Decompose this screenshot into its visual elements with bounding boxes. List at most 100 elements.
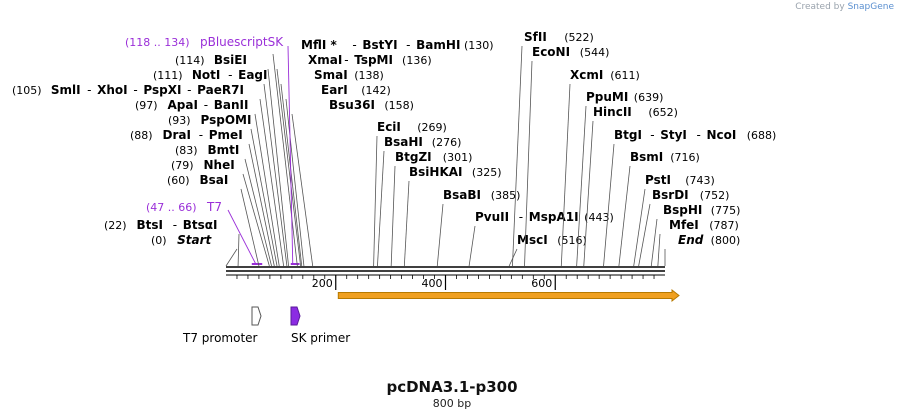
site-separator: - xyxy=(199,128,203,142)
feature-label-t7-promoter[interactable]: T7 promoter xyxy=(182,331,258,345)
enzyme-label-noti[interactable]: NotI xyxy=(192,68,221,82)
cut-site-line-btgi xyxy=(603,143,615,267)
enzyme-label-apai[interactable]: ApaI xyxy=(168,98,198,112)
cut-site-line-start xyxy=(225,248,238,267)
site-position-start: (0) xyxy=(151,234,167,247)
cut-site-line-btgzi xyxy=(390,165,396,267)
enzyme-label-msci[interactable]: MscI xyxy=(517,233,548,247)
orf-arrow[interactable] xyxy=(337,288,680,303)
enzyme-label-pmei[interactable]: PmeI xyxy=(209,128,243,142)
site-position-bsmi: (716) xyxy=(670,151,700,164)
enzyme-label-btgzi[interactable]: BtgZI xyxy=(395,150,432,164)
site-position-bsphi: (775) xyxy=(711,204,741,217)
cut-site-line-xcmi xyxy=(560,83,571,267)
cut-site-line-bsphi xyxy=(650,218,658,267)
site-separator: - xyxy=(696,128,700,142)
enzyme-label-btgi[interactable]: BtgI xyxy=(614,128,642,142)
cut-site-line-drai xyxy=(248,143,275,267)
site-position-ppumi: (639) xyxy=(634,91,664,104)
enzyme-label-paer7i[interactable]: PaeR7I xyxy=(197,83,244,97)
site-position-bsrdi: (752) xyxy=(700,189,730,202)
site-separator: - xyxy=(187,83,191,97)
site-position-apai: (97) xyxy=(135,99,158,112)
cut-site-line-hincii xyxy=(583,120,594,267)
primer-label-t7[interactable]: T7 xyxy=(206,200,222,214)
enzyme-label-mspa1i[interactable]: MspA1I xyxy=(529,210,579,224)
enzyme-label-ncoi[interactable]: NcoI xyxy=(706,128,736,142)
enzyme-label-xcmi[interactable]: XcmI xyxy=(570,68,603,82)
cut-site-line-bmti xyxy=(244,158,272,267)
enzyme-label-tspmi[interactable]: TspMI xyxy=(354,53,393,67)
enzyme-label-bsu36i[interactable]: Bsu36I xyxy=(329,98,375,112)
cut-site-line-xmai xyxy=(276,68,302,267)
enzyme-label-eari[interactable]: EarI xyxy=(321,83,348,97)
primer-label-pbluescriptsk[interactable]: pBluescriptSK xyxy=(200,35,284,49)
enzyme-label-bsahi[interactable]: BsaHI xyxy=(384,135,423,149)
site-position-btgi: (688) xyxy=(747,129,777,142)
enzyme-label-bstyi[interactable]: BstYI xyxy=(362,38,397,52)
enzyme-label-bsiei[interactable]: BsiEI xyxy=(214,53,247,67)
snapgene-credit: Created by SnapGene xyxy=(795,2,894,12)
enzyme-label-smai[interactable]: SmaI xyxy=(314,68,348,82)
enzyme-label-pspomi[interactable]: PspOMI xyxy=(201,113,252,127)
enzyme-label-nhei[interactable]: NheI xyxy=(204,158,235,172)
site-position-xcmi: (611) xyxy=(610,69,640,82)
enzyme-label-mfli[interactable]: MflI * xyxy=(301,38,337,52)
cut-site-line-bsahi xyxy=(377,150,385,267)
site-separator: - xyxy=(352,38,356,52)
enzyme-label-pvuii[interactable]: PvuII xyxy=(475,210,509,224)
enzyme-label-ecii[interactable]: EciI xyxy=(377,120,401,134)
cut-site-line-btsi xyxy=(237,233,240,267)
enzyme-label-hincii[interactable]: HincII xyxy=(593,105,632,119)
cut-site-line-apai xyxy=(254,113,280,267)
cut-site-line-smli xyxy=(259,98,285,267)
enzyme-label-bsmi[interactable]: BsmI xyxy=(630,150,663,164)
enzyme-label-mfei[interactable]: MfeI xyxy=(669,218,699,232)
site-separator: - xyxy=(173,218,177,232)
enzyme-label-start[interactable]: Start xyxy=(177,233,212,247)
site-position-smli: (105) xyxy=(12,84,42,97)
enzyme-label-xhoi[interactable]: XhoI xyxy=(97,83,128,97)
cut-site-line-nhei xyxy=(242,173,270,267)
enzyme-label-smli[interactable]: SmlI xyxy=(51,83,81,97)
enzyme-label-sfii[interactable]: SfII xyxy=(524,30,547,44)
enzyme-label-end[interactable]: End xyxy=(678,233,704,247)
site-position-pvuii: (443) xyxy=(584,211,614,224)
enzyme-label-bsabi[interactable]: BsaBI xyxy=(443,188,481,202)
enzyme-label-styi[interactable]: StyI xyxy=(660,128,687,142)
enzyme-label-drai[interactable]: DraI xyxy=(163,128,191,142)
enzyme-label-bsai[interactable]: BsaI xyxy=(200,173,229,187)
site-position-xmai: (136) xyxy=(402,54,432,67)
enzyme-label-bmti[interactable]: BmtI xyxy=(208,143,240,157)
enzyme-label-bsphi[interactable]: BspHI xyxy=(663,203,702,217)
site-position-msci: (516) xyxy=(557,234,587,247)
cut-site-line-bsai xyxy=(240,188,260,267)
feature-sk-primer-arrow[interactable] xyxy=(290,306,301,326)
cut-site-line-pvuii xyxy=(468,225,476,267)
enzyme-label-psti[interactable]: PstI xyxy=(645,173,671,187)
ruler-label-200: 200 xyxy=(312,277,333,290)
site-position-end: (800) xyxy=(711,234,741,247)
site-position-hincii: (652) xyxy=(648,106,678,119)
feature-label-sk-primer[interactable]: SK primer xyxy=(291,331,350,345)
enzyme-label-xmai[interactable]: XmaI xyxy=(308,53,342,67)
credit-prefix: Created by xyxy=(795,2,845,12)
primer-range-pbluescriptsk: (118 .. 134) xyxy=(125,36,190,49)
feature-t7-promoter-arrow[interactable] xyxy=(251,306,262,326)
enzyme-label-bsrdi[interactable]: BsrDI xyxy=(652,188,689,202)
enzyme-label-btsi[interactable]: BtsI xyxy=(137,218,164,232)
enzyme-label-btsi[interactable]: BtsαI xyxy=(183,218,218,232)
site-position-bsiei: (114) xyxy=(175,54,205,67)
cut-site-line-ppumi xyxy=(576,105,587,267)
enzyme-label-ppumi[interactable]: PpuMI xyxy=(586,90,628,104)
enzyme-label-bsihkai[interactable]: BsiHKAI xyxy=(409,165,463,179)
primer-leader-t7 xyxy=(227,209,257,265)
enzyme-label-pspxi[interactable]: PspXI xyxy=(143,83,181,97)
map-length: 800 bp xyxy=(432,397,472,410)
enzyme-label-econi[interactable]: EcoNI xyxy=(532,45,570,59)
enzyme-label-banii[interactable]: BanII xyxy=(214,98,249,112)
enzyme-label-bamhi[interactable]: BamHI xyxy=(416,38,460,52)
enzyme-label-eagi[interactable]: EagI xyxy=(238,68,267,82)
cut-site-line-bsmi xyxy=(618,165,631,267)
